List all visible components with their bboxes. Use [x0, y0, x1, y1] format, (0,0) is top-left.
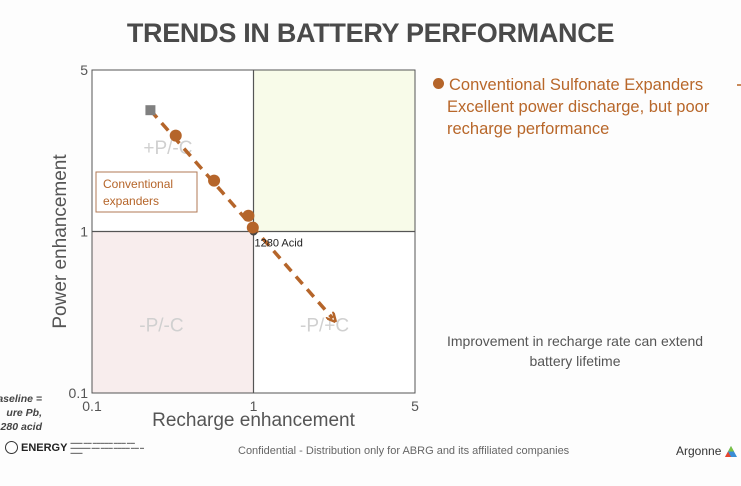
x-axis-label: Recharge enhancement: [152, 410, 356, 431]
bullet-icon: [433, 78, 444, 89]
y-tick-label: 5: [80, 62, 88, 78]
argonne-wordmark: Argonne: [676, 444, 722, 458]
baseline-line-1: aseline =: [0, 393, 42, 405]
data-point: [242, 209, 255, 222]
annotation-text: expanders: [103, 194, 159, 208]
x-tick-label: 5: [411, 398, 419, 414]
reference-label: 1280 Acid: [255, 238, 303, 250]
x-tick-label: 1: [250, 398, 258, 414]
y-axis-label: Power enhancement: [50, 154, 71, 329]
y-tick-label: 1: [80, 224, 88, 240]
confidential-footer: Confidential - Distribution only for ABR…: [238, 445, 570, 457]
data-point: [169, 129, 182, 142]
side-text: Conventional Sulfonate Expanders Excelle…: [433, 74, 733, 140]
doe-logo: ENERGY ▬▬▬ ▬▬ ▬▬▬▬▬ ▬▬▬ ▬▬ ▬▬▬▬▬ ▬▬ ▬▬▬ …: [5, 440, 145, 455]
data-point: [208, 174, 221, 187]
y-tick-label: 0.1: [69, 385, 89, 401]
x-tick-label: 0.1: [82, 398, 102, 414]
quadrant-bottom-left: [92, 231, 254, 393]
data-point: [246, 221, 259, 234]
baseline-line-3: 280 acid: [0, 421, 42, 433]
argonne-triangle-icon: [725, 445, 738, 457]
baseline-note: aseline = ure Pb, 280 acid: [0, 392, 42, 434]
side-line-2: Excellent power discharge, but poor: [447, 98, 710, 116]
quadrant-label: +P/-C: [143, 138, 192, 159]
annotation-text: Conventional: [103, 177, 173, 191]
argonne-logo: Argonne: [676, 444, 738, 458]
quadrant-top-right: [253, 70, 415, 232]
edge-mark: [737, 84, 741, 86]
slide-title: TRENDS IN BATTERY PERFORMANCE: [126, 18, 615, 48]
bullet-heading: Conventional Sulfonate Expanders: [449, 76, 704, 94]
quadrant-label: -P/+C: [300, 316, 349, 337]
quadrant-label: -P/-C: [139, 316, 183, 337]
trend-arrow: [149, 109, 332, 318]
doe-seal-icon: [5, 441, 18, 454]
annotation-box: [95, 171, 198, 213]
baseline-line-2: ure Pb,: [6, 407, 42, 419]
doe-wordmark: ENERGY: [21, 441, 68, 454]
baseline-marker: [145, 105, 156, 116]
doe-fineprint: ▬▬▬ ▬▬ ▬▬▬▬▬ ▬▬▬ ▬▬ ▬▬▬▬▬ ▬▬ ▬▬▬ ▬▬▬▬ ▬▬…: [70, 440, 145, 455]
lifetime-note: Improvement in recharge rate can extend …: [446, 333, 704, 369]
side-line-3: recharge performance: [447, 120, 610, 138]
